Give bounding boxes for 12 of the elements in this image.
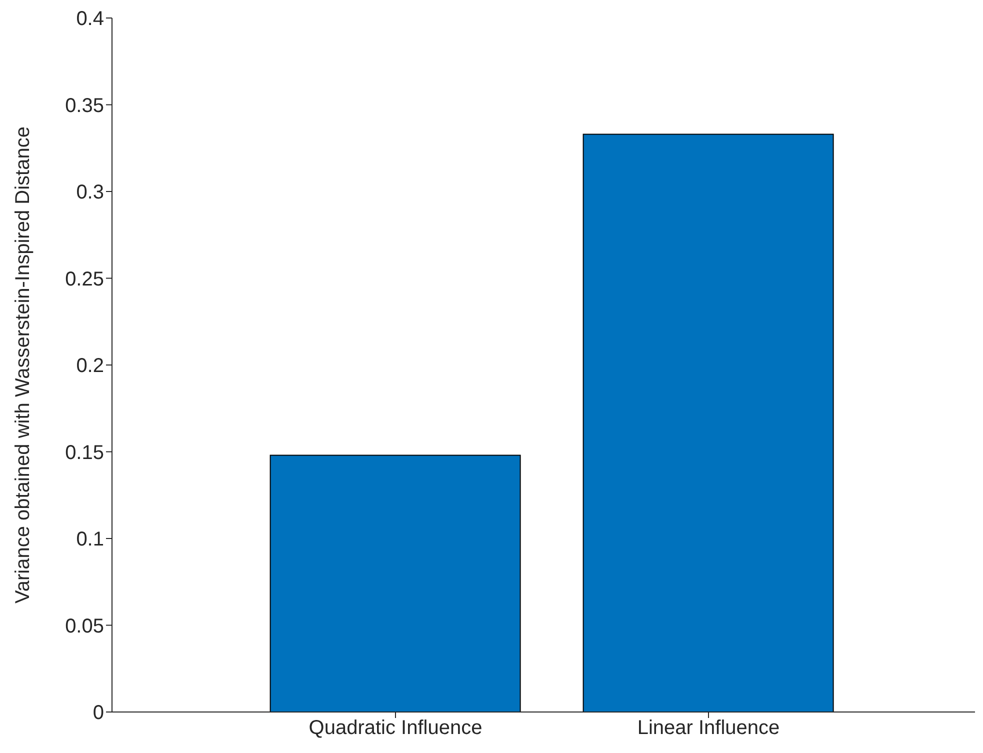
y-tick-label: 0.1 (76, 528, 104, 551)
y-tick-label: 0.15 (65, 442, 104, 464)
y-tick-label: 0.2 (76, 355, 104, 378)
y-axis-title: Variance obtained with Wasserstein-Inspired Distance (12, 126, 34, 604)
x-tick-label: Quadratic Influence (308, 717, 482, 740)
y-tick-label: 0.4 (76, 8, 104, 30)
x-tick-label: Linear Influence (637, 717, 780, 740)
y-tick-label: 0.25 (65, 268, 104, 290)
y-tick-label: 0.35 (65, 94, 104, 117)
y-tick-label: 0 (92, 702, 104, 724)
y-tick-label: 0.3 (76, 182, 104, 204)
y-tick-label: 0.05 (65, 615, 104, 638)
